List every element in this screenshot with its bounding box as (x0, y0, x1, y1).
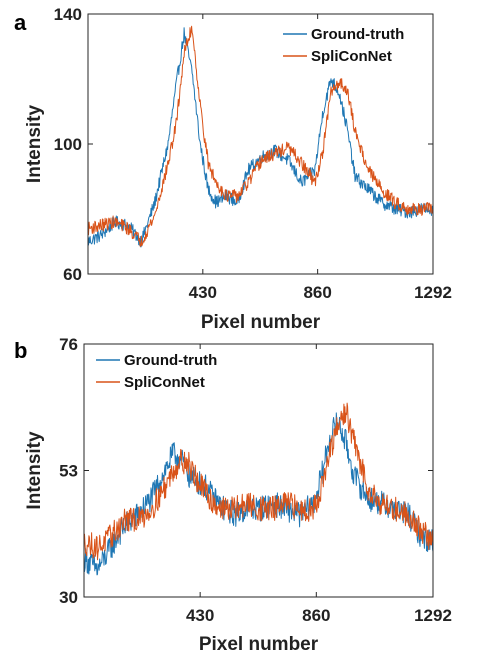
panel-label-b: b (14, 338, 28, 363)
x-tick-label: 1292 (414, 283, 452, 302)
legend-label: Ground-truth (124, 352, 217, 369)
y-tick-label: 76 (59, 335, 78, 354)
x-tick-label: 860 (303, 283, 331, 302)
legend: Ground-truth SpliConNet (283, 26, 404, 65)
y-axis-title: Intensity (24, 105, 45, 184)
legend: Ground-truth SpliConNet (96, 352, 217, 391)
series-line-spliconnet (83, 402, 434, 561)
y-tick-label: 100 (54, 135, 82, 154)
legend-label: SpliConNet (124, 374, 205, 391)
y-tick-label: 53 (59, 462, 78, 481)
x-tick-label: 430 (186, 606, 214, 625)
chart-panel-a: 60 100 140 430 860 1292 Pixel number Intensity G… (24, 5, 452, 333)
x-axis-title: Pixel number (201, 312, 321, 333)
y-tick-label: 60 (63, 265, 82, 284)
chart-panel-b: 30 53 76 430 860 1292 Pixel number Intensity Gro… (24, 335, 452, 655)
panel-label-a: a (14, 10, 27, 35)
x-tick-label: 860 (302, 606, 330, 625)
y-axis-title: Intensity (24, 431, 45, 510)
series-line-ground-truth (83, 412, 434, 576)
x-axis-title: Pixel number (199, 634, 319, 655)
series-line-spliconnet (87, 25, 434, 247)
y-tick-label: 140 (54, 5, 82, 24)
x-tick-label: 430 (189, 283, 217, 302)
y-tick-label: 30 (59, 588, 78, 607)
legend-label: Ground-truth (311, 26, 404, 43)
x-tick-label: 1292 (414, 606, 452, 625)
legend-label: SpliConNet (311, 48, 392, 65)
